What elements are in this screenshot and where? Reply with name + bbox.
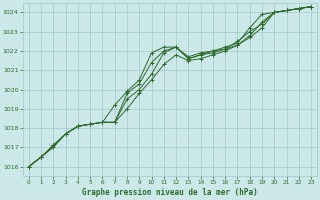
X-axis label: Graphe pression niveau de la mer (hPa): Graphe pression niveau de la mer (hPa): [82, 188, 258, 197]
